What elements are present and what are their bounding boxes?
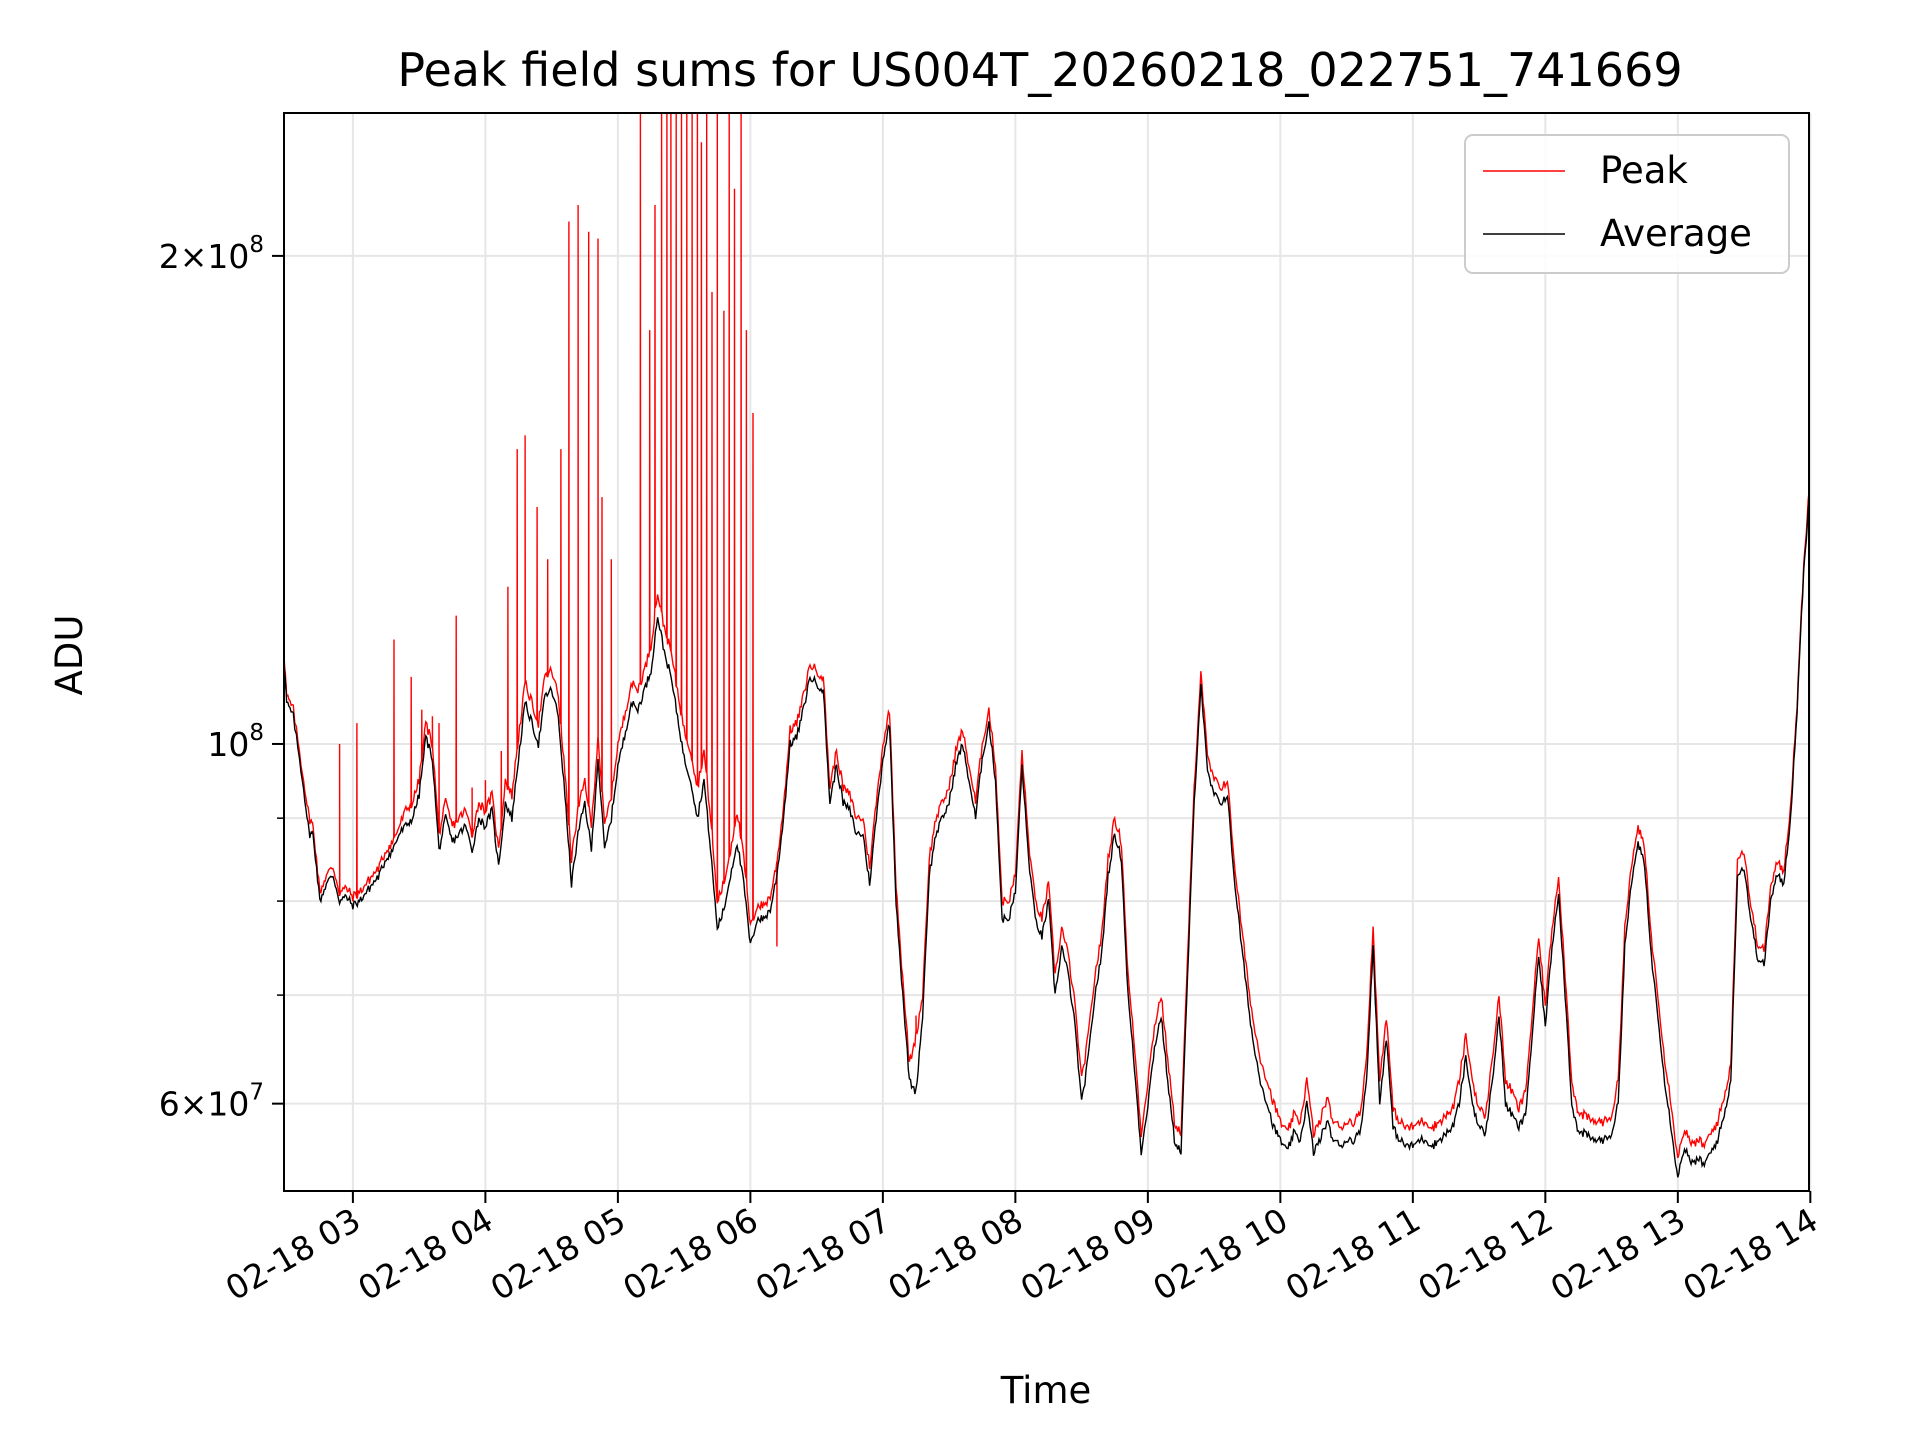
y-axis-title: ADU — [48, 615, 91, 696]
legend: Peak Average — [1464, 134, 1790, 274]
legend-average-label: Average — [1600, 212, 1752, 255]
chart-title: Peak field sums for US004T_20260218_0227… — [397, 43, 1682, 97]
legend-box — [1464, 134, 1790, 274]
legend-peak-label: Peak — [1600, 149, 1688, 192]
plot-frame — [283, 112, 1810, 1192]
y-tick-label: 2×108 — [159, 232, 264, 276]
y-tick-label: 6×107 — [159, 1080, 264, 1124]
grid — [284, 113, 1812, 1191]
average-series-line — [284, 501, 1809, 1178]
y-axis: 6×107 108 2×108 — [159, 232, 284, 1124]
peak-series-line — [284, 113, 1809, 1159]
x-axis-title: Time — [1000, 1369, 1092, 1412]
y-tick-label: 108 — [207, 720, 264, 764]
